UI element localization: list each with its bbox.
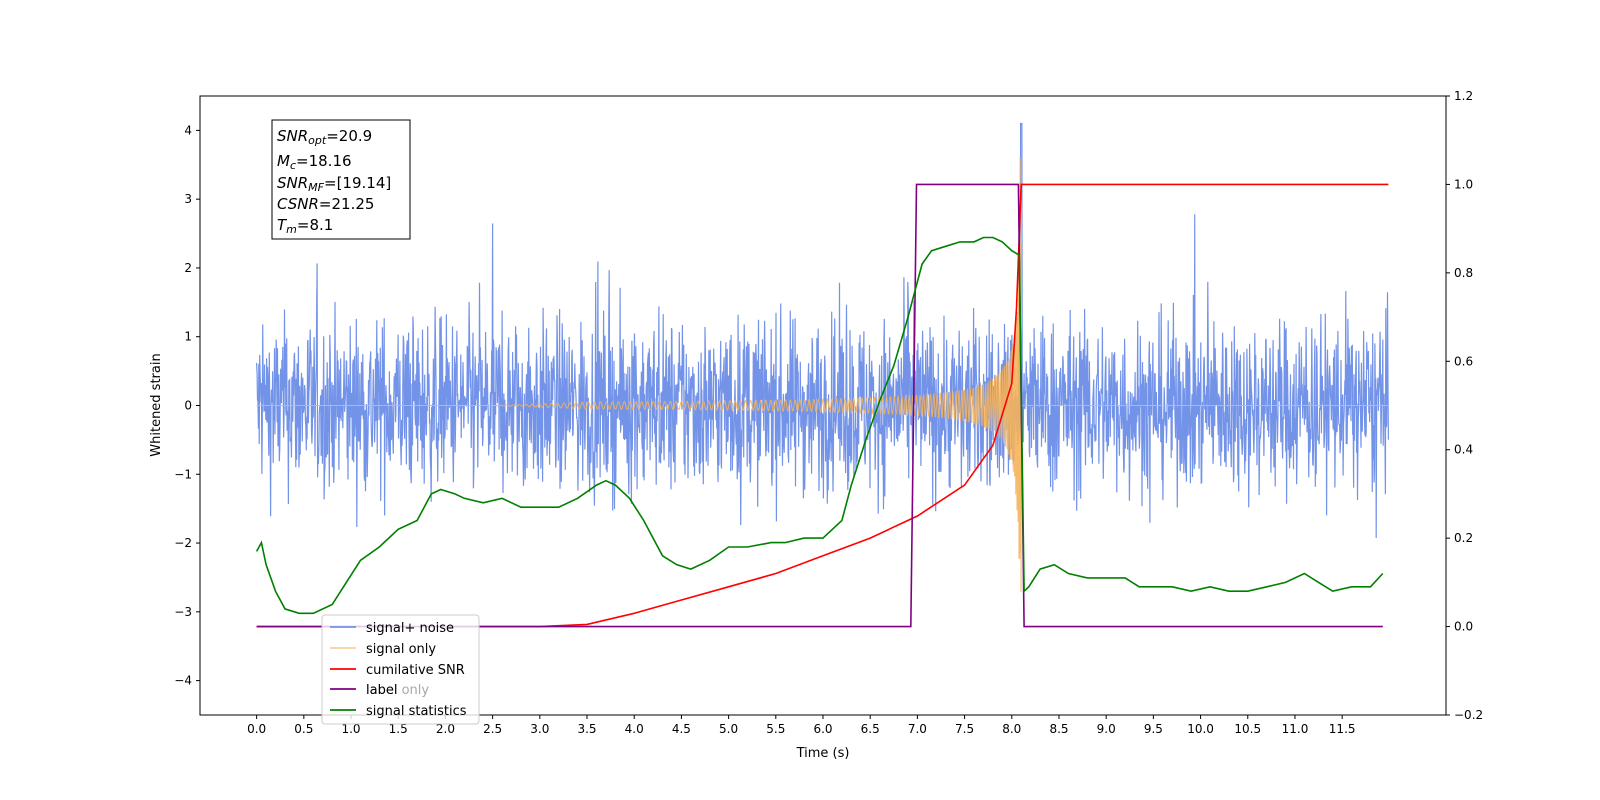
x-tick-label: 6.5 (861, 722, 880, 736)
x-tick-label: 0.0 (247, 722, 266, 736)
y-right-tick-label: 1.0 (1454, 177, 1473, 191)
y-left-tick-label: −4 (174, 674, 192, 688)
x-tick-label: 11.0 (1282, 722, 1309, 736)
x-tick-label: 4.5 (672, 722, 691, 736)
legend-entry-label-only-text: label only (366, 683, 429, 698)
x-tick-label: 9.5 (1144, 722, 1163, 736)
axes: 0.0 0.5 1.0 1.5 2.0 2.5 3.0 3.5 4.0 4.5 5.0 5.5 6.0 6… (174, 89, 1483, 736)
x-tick-label: 5.0 (719, 722, 738, 736)
y-right-tick-label: 0.4 (1454, 443, 1473, 457)
legend-frame (321, 614, 480, 725)
y-right-tick-label: 0.0 (1454, 620, 1473, 634)
legend-entry-cumulative-snr-text: cumilative SNR (366, 663, 465, 678)
y-axis-label: Whitened strain (149, 353, 164, 456)
x-tick-label: 10.0 (1187, 722, 1214, 736)
y-right-tick-label: 0.6 (1454, 354, 1473, 368)
x-tick-label: 6.0 (813, 722, 832, 736)
x-tick-label: 10.5 (1234, 722, 1261, 736)
series-signal-noise (256, 122, 1389, 539)
x-tick-label: 1.5 (389, 722, 408, 736)
y-left-tick-label: −2 (174, 536, 192, 550)
x-tick-label: 4.0 (625, 722, 644, 736)
series-signal-only (256, 158, 1389, 592)
y-left-tick-label: −1 (174, 467, 192, 481)
x-tick-label: 8.5 (1049, 722, 1068, 736)
annotation-line: SNRopt=20.9 (277, 127, 372, 147)
y-left-tick-label: 4 (184, 123, 192, 137)
series-label (256, 183, 1383, 628)
x-tick-label: 3.5 (577, 722, 596, 736)
x-tick-label: 2.0 (436, 722, 455, 736)
y-right-tick-label: 0.8 (1454, 266, 1473, 280)
y-left-tick-label: 3 (184, 192, 192, 206)
legend-entry-signal-statistics-text: signal statistics (366, 704, 467, 719)
y-right-tick-label: 1.2 (1454, 89, 1473, 103)
annotation-line: Mc=18.16 (277, 152, 352, 172)
legend-entry-signal-only-text: signal only (366, 642, 436, 657)
x-tick-label: 1.0 (341, 722, 360, 736)
annotation-frame (271, 119, 411, 240)
x-tick-label: 7.0 (908, 722, 927, 736)
legend: signal+ noise signal only cumilative SNR la… (321, 614, 480, 725)
y-right-tick-label: −0.2 (1454, 708, 1483, 722)
x-tick-label: 3.0 (530, 722, 549, 736)
series-signal-statistics (255, 236, 1384, 615)
x-tick-label: 7.5 (955, 722, 974, 736)
y-right-tick-label: 0.2 (1454, 531, 1473, 545)
x-tick-label: 5.5 (766, 722, 785, 736)
annotation-line: SNRMF=[19.14] (277, 174, 391, 194)
y-left-tick-label: −3 (174, 605, 192, 619)
annotation-box: SNRopt=20.9 Mc=18.16SNRMF=[19.14]CSNR=21.… (271, 119, 411, 240)
series-cumulative-snr (256, 183, 1389, 628)
x-tick-label: 2.5 (483, 722, 502, 736)
x-axis-label: Time (s) (796, 746, 850, 761)
y-left-tick-label: 0 (184, 399, 192, 413)
x-tick-label: 9.0 (1097, 722, 1116, 736)
y-left-tick-label: 2 (184, 261, 192, 275)
annotation-line: Tm=8.1 (277, 216, 333, 236)
y-left-tick-label: 1 (184, 330, 192, 344)
x-tick-label: 8.0 (1002, 722, 1021, 736)
x-tick-label: 11.5 (1329, 722, 1356, 736)
annotation-line: CSNR=21.25 (277, 195, 374, 213)
legend-entry-signal-noise-text: signal+ noise (366, 621, 454, 636)
plot-area (255, 122, 1389, 628)
x-tick-label: 0.5 (294, 722, 313, 736)
legend-entry-label-text: label (366, 683, 397, 698)
